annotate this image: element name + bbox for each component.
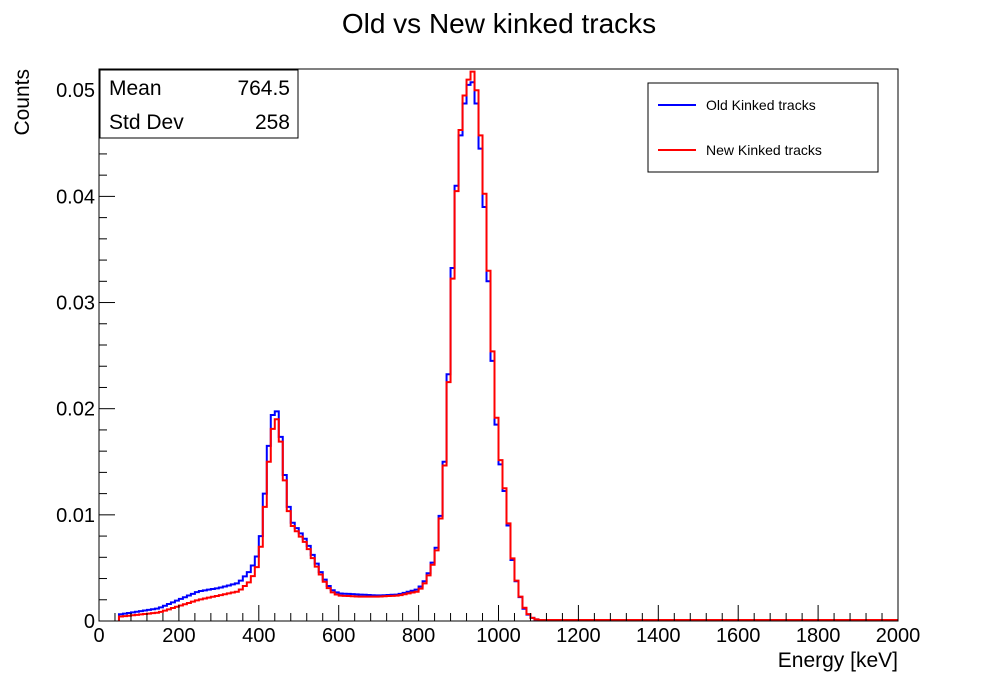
stats-box-frame [99, 69, 299, 139]
series-line-new [117, 70, 898, 621]
x-tick-label: 1800 [796, 625, 841, 647]
stats-stddev-value: 258 [255, 111, 290, 134]
y-tick-label: 0.04 [56, 186, 95, 208]
x-tick-label: 600 [322, 625, 355, 647]
stats-stddev-label: Std Dev [109, 111, 184, 134]
y-tick-label: 0.03 [56, 293, 95, 315]
stats-mean-label: Mean [109, 77, 162, 100]
plot-frame [98, 68, 899, 622]
x-tick-label: 1000 [476, 625, 521, 647]
legend-frame [647, 82, 879, 173]
stats-box: Mean 764.5 Std Dev 258 [99, 69, 299, 139]
x-tick-label: 1400 [636, 625, 681, 647]
x-tick-label: 1200 [556, 625, 601, 647]
y-tick-label: 0 [84, 611, 95, 633]
x-tick-label: 400 [242, 625, 275, 647]
y-tick-label: 0.01 [56, 505, 95, 527]
legend-label-old: Old Kinked tracks [706, 97, 816, 113]
x-tick-label: 2000 [876, 625, 921, 647]
stats-mean-value: 764.5 [237, 77, 290, 100]
ticks-layer: 0 200 400 600 800 1000 1200 1400 1600 1800 2000 0 0.… [56, 68, 921, 647]
x-tick-label: 1600 [716, 625, 761, 647]
x-tick-label: 0 [93, 625, 104, 647]
x-tick-label: 200 [162, 625, 195, 647]
chart-title: Old vs New kinked tracks [342, 8, 656, 39]
x-axis-label: Energy [keV] [778, 649, 898, 672]
legend: Old Kinked tracks New Kinked tracks [647, 82, 879, 173]
legend-label-new: New Kinked tracks [706, 142, 822, 158]
series-layer [117, 70, 898, 621]
y-axis-label: Counts [11, 69, 34, 136]
y-tick-label: 0.05 [56, 80, 95, 102]
y-tick-label: 0.02 [56, 399, 95, 421]
x-tick-label: 800 [402, 625, 435, 647]
